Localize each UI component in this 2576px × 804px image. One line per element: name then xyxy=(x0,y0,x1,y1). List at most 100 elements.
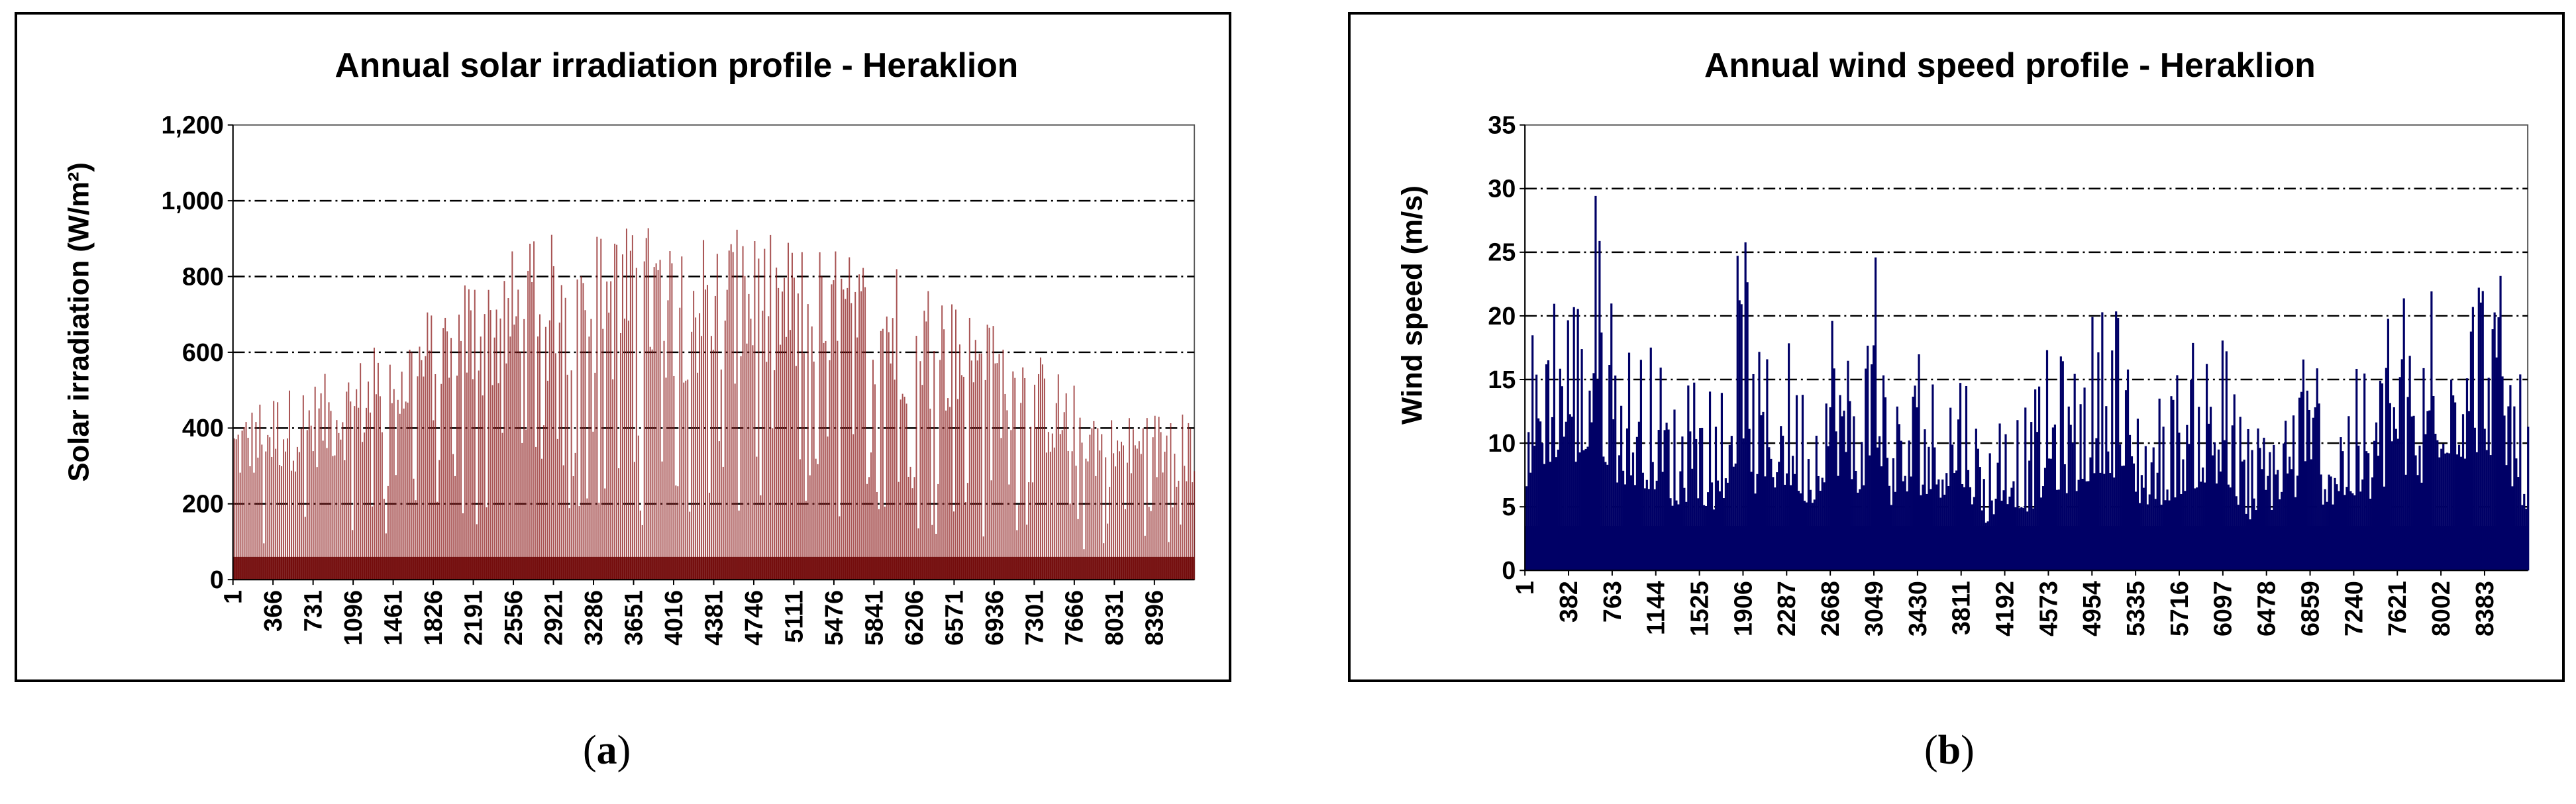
data-bar xyxy=(1028,482,1030,580)
data-bar xyxy=(332,456,334,580)
data-bar xyxy=(437,501,438,580)
data-bar xyxy=(1571,417,1573,571)
data-bar xyxy=(951,304,953,580)
data-bar xyxy=(2365,451,2368,571)
data-bar xyxy=(1659,368,1662,571)
data-bar xyxy=(308,410,310,580)
x-tick-label: 8396 xyxy=(1141,590,1168,646)
y-tick-label: 20 xyxy=(1488,302,1516,330)
data-bar xyxy=(2202,467,2204,571)
data-bar xyxy=(1557,449,1559,571)
data-bar xyxy=(1841,416,1843,571)
data-bar xyxy=(778,287,780,580)
data-bar xyxy=(2016,420,2019,571)
data-bar xyxy=(956,399,958,580)
data-bar xyxy=(427,312,429,580)
data-bar xyxy=(703,240,705,580)
data-bar xyxy=(374,347,375,580)
data-series xyxy=(1525,195,2530,571)
x-tick-label: 2556 xyxy=(499,590,527,646)
data-bar xyxy=(998,354,1000,580)
x-tick-label: 8002 xyxy=(2427,581,2455,636)
data-bar xyxy=(1590,422,1593,571)
data-bar xyxy=(2182,459,2185,571)
data-bar xyxy=(1150,511,1152,580)
data-bar xyxy=(362,442,364,580)
x-tick-label: 7621 xyxy=(2383,581,2411,636)
data-bar xyxy=(1788,343,1790,571)
solar-chart-panel: Annual solar irradiation profile - Herak… xyxy=(15,12,1231,682)
data-bar xyxy=(1612,419,1615,571)
data-bar xyxy=(913,477,915,580)
data-bar xyxy=(314,386,316,580)
data-bar xyxy=(909,466,911,580)
data-bar xyxy=(1871,364,1873,571)
data-bar xyxy=(1941,479,1944,571)
data-bar xyxy=(464,285,466,580)
data-bar xyxy=(2300,391,2303,571)
x-tick-label: 4746 xyxy=(740,590,768,646)
data-bar xyxy=(972,382,974,580)
data-bar xyxy=(1091,428,1093,580)
data-bar xyxy=(2263,437,2265,571)
data-bar xyxy=(1910,476,1912,571)
data-bar xyxy=(667,300,669,580)
data-bar xyxy=(736,229,738,580)
data-bar xyxy=(784,277,786,580)
data-bar xyxy=(1002,349,1004,580)
data-bar xyxy=(470,310,472,580)
data-bar xyxy=(541,458,542,580)
data-bar xyxy=(1843,411,1845,571)
data-bar xyxy=(1594,195,1597,571)
data-bar xyxy=(1924,429,1926,571)
data-bar xyxy=(2436,440,2439,571)
data-bar xyxy=(852,434,854,580)
data-bar xyxy=(582,283,584,580)
x-tick-label: 763 xyxy=(1598,581,1626,623)
data-bar xyxy=(947,398,949,580)
data-bar xyxy=(809,475,811,580)
data-bar xyxy=(2450,379,2453,571)
data-bar xyxy=(955,309,956,580)
data-bar xyxy=(2385,368,2388,571)
data-bar xyxy=(2111,350,2114,571)
data-bar xyxy=(799,459,801,580)
data-bar xyxy=(1679,471,1682,571)
data-bar xyxy=(336,420,338,580)
wind-chart-title: Annual wind speed profile - Heraklion xyxy=(1704,46,2316,84)
data-bar xyxy=(2379,380,2382,571)
data-bar xyxy=(442,328,444,580)
data-bar xyxy=(385,533,387,580)
data-bar xyxy=(1036,427,1038,580)
y-tick-label: 35 xyxy=(1488,111,1516,139)
data-bar xyxy=(1772,477,1775,571)
data-bar xyxy=(2363,374,2366,571)
data-bar xyxy=(990,480,992,580)
solar-chart-title: Annual solar irradiation profile - Herak… xyxy=(335,46,1018,84)
data-bar xyxy=(468,289,470,580)
data-bar xyxy=(866,483,868,580)
data-bar xyxy=(933,351,935,580)
data-bar xyxy=(539,314,541,580)
y-tick-label: 200 xyxy=(182,490,224,518)
data-bar xyxy=(1569,414,1571,571)
data-bar xyxy=(454,476,456,580)
data-bar xyxy=(360,363,362,580)
data-bar xyxy=(2454,402,2457,571)
data-bar xyxy=(294,472,296,580)
data-bar xyxy=(1020,403,1022,580)
data-bar xyxy=(2285,421,2287,571)
data-bar xyxy=(2178,432,2181,571)
data-bar xyxy=(2130,456,2134,571)
data-bar xyxy=(1184,466,1186,580)
data-bar xyxy=(760,495,762,580)
data-bar xyxy=(610,281,612,580)
data-bar xyxy=(2233,394,2236,571)
data-bar xyxy=(907,476,909,580)
data-bar xyxy=(566,374,568,580)
data-bar xyxy=(2314,407,2316,571)
data-bar xyxy=(2330,476,2332,571)
data-bar xyxy=(2069,425,2072,571)
data-bar xyxy=(1022,367,1024,580)
data-bar xyxy=(2162,427,2165,571)
